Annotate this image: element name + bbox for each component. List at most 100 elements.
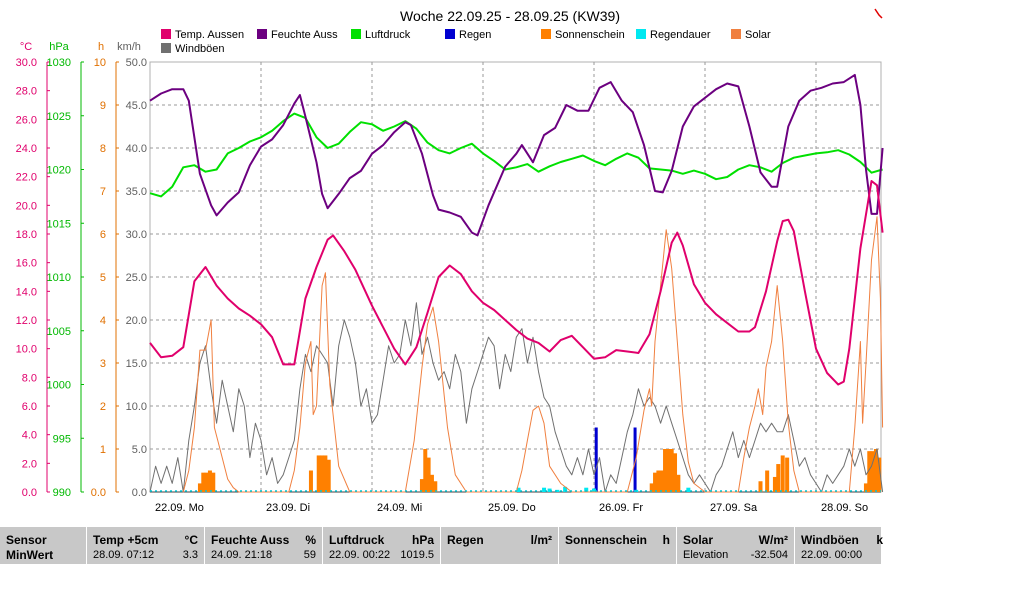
y-tick-label: 4.0 — [22, 430, 37, 442]
y-tick-label: 40.0 — [126, 143, 147, 155]
legend-label: Feuchte Auss — [271, 29, 338, 41]
legend-label: Regen — [459, 29, 491, 41]
bar — [873, 449, 878, 492]
y-tick-label: 10 — [94, 57, 106, 69]
y-tick-label: 26.0 — [16, 114, 37, 126]
y-axis-unit: km/h — [117, 41, 141, 53]
x-tick-label: 22.09. Mo — [155, 502, 204, 514]
legend-swatch — [161, 43, 171, 53]
bar — [320, 455, 325, 492]
y-tick-label: 50.0 — [126, 57, 147, 69]
y-tick-label: 9 — [100, 100, 106, 112]
y-tick-label: 6.0 — [22, 401, 37, 413]
legend-label: Solar — [745, 29, 771, 41]
y-tick-label: 16.0 — [16, 258, 37, 270]
grid — [149, 61, 882, 493]
bar — [197, 483, 202, 492]
bar — [201, 472, 206, 492]
bar — [433, 481, 438, 492]
stats-value: -32.504 — [750, 549, 788, 561]
y-tick-label: 22.0 — [16, 172, 37, 184]
stats-value: 3.3 — [182, 549, 198, 561]
y-tick-label: 24.0 — [16, 143, 37, 155]
bar — [594, 427, 598, 492]
stats-header: Temp +5cm — [93, 533, 159, 547]
bar — [870, 451, 875, 492]
y-tick-label: 5.0 — [132, 444, 147, 456]
legend-swatch — [541, 29, 551, 39]
y-tick-label: 28.0 — [16, 86, 37, 98]
y-tick-label: 4 — [100, 315, 106, 327]
y-tick-label: 1000 — [47, 380, 71, 392]
y-tick-label: 990 — [53, 487, 71, 499]
chart-title: Woche 22.09.25 - 28.09.25 (KW39) — [400, 8, 620, 24]
bar — [780, 455, 785, 492]
stats-value: 1019.5 — [400, 549, 434, 561]
stats-header: Luftdruck — [329, 533, 385, 547]
bar — [663, 449, 668, 492]
y-tick-label: 1020 — [47, 165, 71, 177]
stats-header: Regen — [447, 533, 484, 547]
legend-swatch — [161, 29, 171, 39]
stats-header: Feuchte Auss — [211, 533, 290, 547]
stats-time: 24.09. 21:18 — [211, 549, 273, 561]
bar — [211, 472, 216, 492]
legend-swatch — [445, 29, 455, 39]
legend-swatch — [257, 29, 267, 39]
y-tick-label: 2.0 — [22, 458, 37, 470]
x-tick-label: 24.09. Mi — [377, 502, 422, 514]
bar — [776, 464, 781, 492]
stats-footer: Sensor MinWert Temp +5cm °C 28.09. 07:12… — [0, 527, 883, 564]
bar — [516, 487, 521, 492]
bar — [323, 455, 328, 492]
x-tick-label: 26.09. Fr — [599, 502, 643, 514]
y-axis-unit: °C — [20, 41, 32, 53]
stats-header: Solar — [683, 533, 714, 547]
stats-cell-sunshine: Sonnenschein h — [559, 527, 677, 564]
bar — [423, 449, 428, 492]
series-line — [149, 73, 884, 237]
axes: °C0.02.04.06.08.010.012.014.016.018.020.… — [16, 41, 153, 499]
stats-cell-rain: Regen l/m² — [441, 527, 559, 564]
bar — [592, 488, 596, 492]
bar — [584, 487, 589, 492]
bar — [563, 486, 568, 492]
close-icon[interactable] — [874, 8, 883, 19]
series-line — [149, 180, 884, 386]
bar — [659, 470, 664, 492]
y-tick-label: 995 — [53, 433, 71, 445]
y-tick-label: 8 — [100, 143, 106, 155]
legend-label: Sonnenschein — [555, 29, 625, 41]
legend-swatch — [731, 29, 741, 39]
bar — [765, 470, 770, 492]
stats-cell-wind: Windböen k 22.09. 00:00 — [795, 527, 883, 564]
legend-label: Regendauer — [650, 29, 711, 41]
y-tick-label: 1030 — [47, 57, 71, 69]
legend-swatch — [351, 29, 361, 39]
stats-cell-humidity: Feuchte Auss % 24.09. 21:18 59 — [205, 527, 323, 564]
bar — [633, 427, 637, 492]
bar — [547, 488, 552, 492]
y-tick-label: 1005 — [47, 326, 71, 338]
legend-swatch — [636, 29, 646, 39]
y-tick-label: 14.0 — [16, 286, 37, 298]
bar — [772, 476, 777, 492]
stats-unit: h — [662, 533, 670, 547]
stats-unit: % — [305, 533, 316, 547]
bar — [316, 455, 321, 492]
legend: Temp. Aussen Feuchte Auss Luftdruck Regen So… — [161, 29, 771, 55]
y-tick-label: 20.0 — [16, 200, 37, 212]
stats-unit: W/m² — [758, 533, 788, 547]
stats-cell-temp: Temp +5cm °C 28.09. 07:12 3.3 — [87, 527, 205, 564]
bar — [555, 489, 560, 492]
bar — [326, 459, 331, 492]
stats-unit: l/m² — [530, 533, 552, 547]
stats-time: 22.09. 00:00 — [801, 549, 863, 561]
line-series — [149, 73, 884, 493]
stats-unit: °C — [184, 533, 198, 547]
bar — [867, 451, 872, 492]
y-tick-label: 15.0 — [126, 358, 147, 370]
series-line — [149, 112, 883, 198]
bar — [686, 487, 691, 492]
stats-time: 22.09. 00:22 — [329, 549, 391, 561]
